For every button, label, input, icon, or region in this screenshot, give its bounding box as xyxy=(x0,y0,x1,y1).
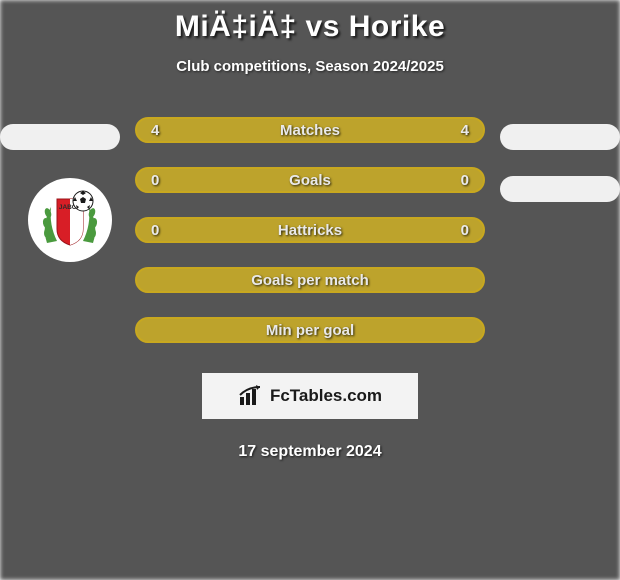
date-label: 17 september 2024 xyxy=(0,443,620,461)
ball-icon xyxy=(73,191,93,211)
content-root: MiÄ‡iÄ‡ vs Horike Club competitions, Sea… xyxy=(0,0,620,580)
stat-label: Hattricks xyxy=(278,222,342,239)
fctables-watermark: FcTables.com xyxy=(202,373,418,419)
stat-pill-goals-per-match: Goals per match xyxy=(135,267,485,293)
stat-left-value: 0 xyxy=(151,222,159,239)
stat-pill-hattricks: 0 Hattricks 0 xyxy=(135,217,485,243)
badge-svg: ЈАВОР xyxy=(35,185,105,255)
stat-right-value: 4 xyxy=(461,122,469,139)
stat-left-value: 0 xyxy=(151,172,159,189)
stat-right-value: 0 xyxy=(461,172,469,189)
page-title: MiÄ‡iÄ‡ vs Horike xyxy=(0,10,620,44)
team-badge-left: ЈАВОР xyxy=(28,178,112,262)
left-side-pill-1 xyxy=(0,124,120,150)
stat-left-value: 4 xyxy=(151,122,159,139)
right-side-pill-1 xyxy=(500,124,620,150)
right-side-pill-2 xyxy=(500,176,620,202)
subtitle: Club competitions, Season 2024/2025 xyxy=(0,58,620,75)
stat-label: Goals per match xyxy=(251,272,369,289)
stat-label: Matches xyxy=(280,122,340,139)
stat-label: Min per goal xyxy=(266,322,354,339)
stat-pill-matches: 4 Matches 4 xyxy=(135,117,485,143)
stat-pill-min-per-goal: Min per goal xyxy=(135,317,485,343)
fctables-chart-icon xyxy=(238,385,264,407)
fctables-label: FcTables.com xyxy=(270,386,382,406)
stat-label: Goals xyxy=(289,172,331,189)
stat-pill-goals: 0 Goals 0 xyxy=(135,167,485,193)
stat-right-value: 0 xyxy=(461,222,469,239)
